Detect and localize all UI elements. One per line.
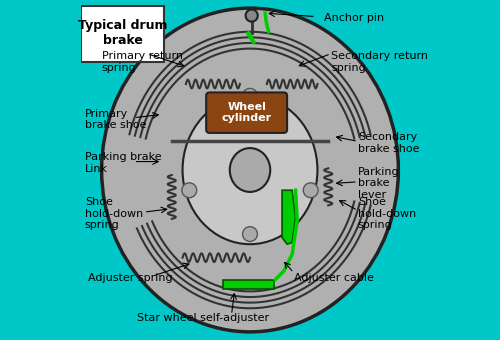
- Text: Anchor pin: Anchor pin: [324, 13, 384, 23]
- Circle shape: [246, 10, 258, 22]
- FancyBboxPatch shape: [82, 6, 164, 62]
- Polygon shape: [223, 279, 274, 289]
- Text: Typical drum
brake: Typical drum brake: [78, 19, 168, 47]
- Text: Shoe
hold-down
spring: Shoe hold-down spring: [358, 197, 416, 231]
- Text: Adjuster spring: Adjuster spring: [88, 273, 173, 283]
- Text: Shoe
hold-down
spring: Shoe hold-down spring: [85, 197, 143, 231]
- Ellipse shape: [102, 8, 399, 332]
- Text: Wheel
cylinder: Wheel cylinder: [222, 102, 272, 123]
- Ellipse shape: [230, 148, 270, 192]
- Text: Secondary
brake shoe: Secondary brake shoe: [358, 132, 420, 154]
- Text: Primary return
spring: Primary return spring: [102, 51, 182, 73]
- Text: Primary
brake shoe: Primary brake shoe: [85, 108, 146, 130]
- Circle shape: [304, 183, 318, 198]
- Polygon shape: [282, 190, 296, 244]
- Circle shape: [242, 227, 258, 241]
- Circle shape: [242, 88, 258, 103]
- Text: Adjuster cable: Adjuster cable: [294, 273, 374, 283]
- Text: Secondary return
spring: Secondary return spring: [331, 51, 428, 73]
- Text: Star wheel self-adjuster: Star wheel self-adjuster: [136, 313, 269, 323]
- Circle shape: [182, 183, 196, 198]
- FancyBboxPatch shape: [206, 92, 287, 133]
- Text: Parking
brake
lever: Parking brake lever: [358, 167, 400, 200]
- Text: Parking brake
Link: Parking brake Link: [85, 152, 162, 174]
- Ellipse shape: [182, 96, 318, 244]
